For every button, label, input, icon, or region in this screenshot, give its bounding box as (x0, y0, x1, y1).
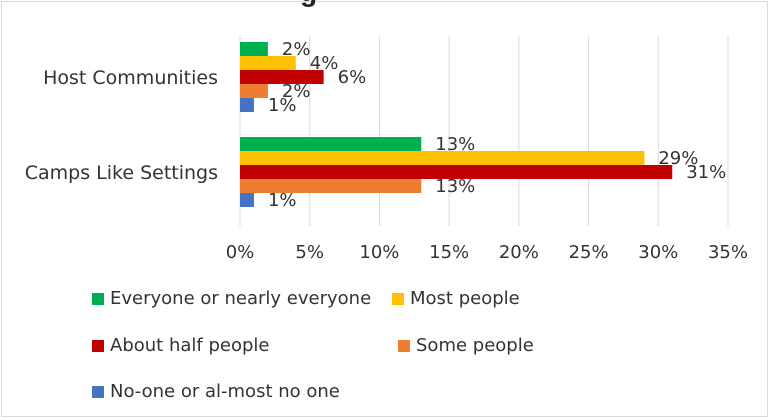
data-label: 13% (435, 176, 475, 197)
legend-swatch-everyone (92, 292, 104, 305)
bar (240, 137, 422, 151)
legend-label-most-people: Most people (410, 288, 520, 309)
legend-item-no-one: No-one or al-most no one (92, 381, 340, 402)
legend-label-about-half: About half people (110, 335, 270, 356)
x-tick-label: 35% (708, 242, 748, 263)
legend-swatch-most-people (392, 292, 404, 305)
x-tick-label: 0% (226, 242, 255, 263)
legend-item-some-people: Some people (398, 335, 534, 356)
x-tick-label: 5% (295, 242, 324, 263)
data-label: 1% (268, 95, 297, 116)
data-label: 29% (658, 148, 698, 169)
x-axis-ticks: 0% 5% 10% 15% 20% 25% 30% 35% (226, 242, 748, 263)
legend-label-everyone: Everyone or nearly everyone (110, 288, 372, 309)
x-tick-label: 15% (429, 242, 469, 263)
category-label: Host Communities (43, 67, 218, 89)
legend-item-everyone: Everyone or nearly everyone (92, 288, 371, 309)
bars (240, 42, 673, 207)
data-label: 31% (686, 162, 726, 183)
bar (240, 98, 254, 112)
legend-item-about-half: About half people (92, 335, 269, 356)
legend: Everyone or nearly everyone Most people … (0, 286, 771, 406)
bar (240, 193, 254, 207)
legend-label-some-people: Some people (416, 335, 534, 356)
data-label: 13% (435, 134, 475, 155)
legend-item-most-people: Most people (392, 288, 520, 309)
x-tick-label: 20% (499, 242, 539, 263)
bar (240, 70, 324, 84)
x-tick-label: 10% (359, 242, 399, 263)
category-label: Camps Like Settings (25, 162, 218, 184)
bar (240, 179, 422, 193)
data-label: 6% (338, 67, 367, 88)
data-labels: 2% 13% 4% 29% 6% 31% 2% 13% 1% 1% (268, 39, 726, 211)
data-label: 4% (310, 53, 339, 74)
bar (240, 165, 673, 179)
legend-swatch-no-one (92, 385, 104, 398)
category-labels: Host Communities Camps Like Settings (25, 67, 218, 184)
chart-title-fragment: g (300, 0, 317, 8)
legend-swatch-about-half (92, 339, 104, 352)
legend-label-no-one: No-one or al-most no one (110, 381, 340, 402)
bar (240, 56, 296, 70)
bar (240, 84, 268, 98)
x-tick-label: 30% (638, 242, 678, 263)
bar (240, 151, 645, 165)
x-tick-label: 25% (569, 242, 609, 263)
bar (240, 42, 268, 56)
data-label: 2% (282, 39, 311, 60)
data-label: 1% (268, 190, 297, 211)
data-label: 2% (282, 81, 311, 102)
legend-swatch-some-people (398, 339, 410, 352)
